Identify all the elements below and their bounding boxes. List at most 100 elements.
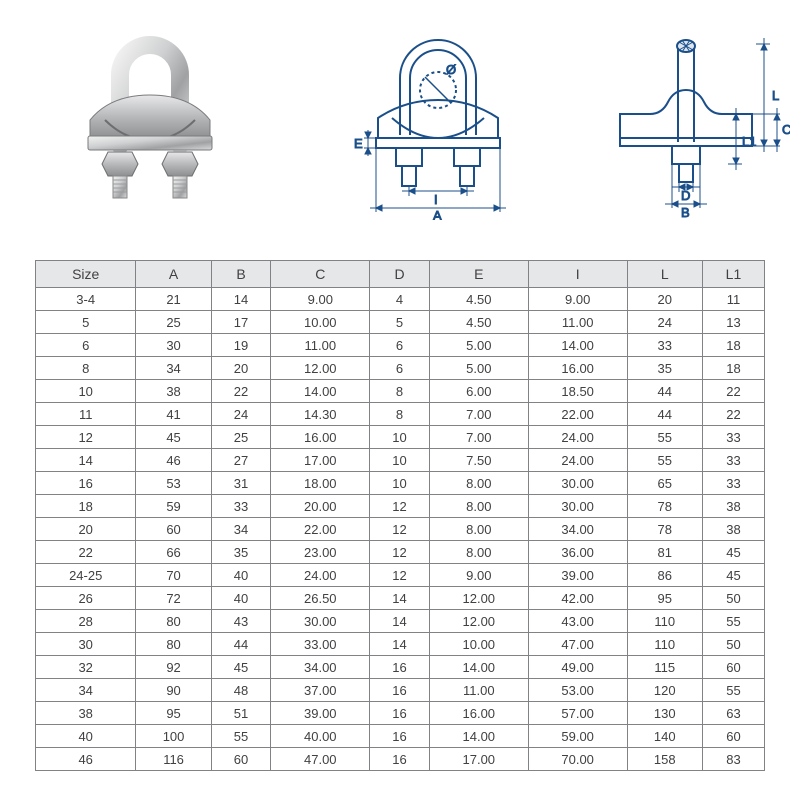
table-row: 32924534.001614.0049.0011560 xyxy=(36,656,765,679)
table-cell: 33 xyxy=(702,472,764,495)
table-cell: 11 xyxy=(36,403,136,426)
table-cell: 14.00 xyxy=(271,380,370,403)
table-row: 461166047.001617.0070.0015883 xyxy=(36,748,765,771)
table-cell: 70.00 xyxy=(528,748,627,771)
table-cell: 10.00 xyxy=(429,633,528,656)
col-header: B xyxy=(211,261,271,288)
table-cell: 14 xyxy=(370,610,430,633)
table-cell: 37.00 xyxy=(271,679,370,702)
table-cell: 8 xyxy=(36,357,136,380)
table-cell: 9.00 xyxy=(528,288,627,311)
table-cell: 11 xyxy=(702,288,764,311)
table-cell: 45 xyxy=(136,426,211,449)
table-cell: 33 xyxy=(702,426,764,449)
table-cell: 22.00 xyxy=(528,403,627,426)
table-cell: 5.00 xyxy=(429,334,528,357)
table-cell: 66 xyxy=(136,541,211,564)
table-cell: 8 xyxy=(370,380,430,403)
table-cell: 34.00 xyxy=(271,656,370,679)
table-cell: 22 xyxy=(702,380,764,403)
table-cell: 44 xyxy=(627,403,702,426)
col-header: A xyxy=(136,261,211,288)
table-cell: 63 xyxy=(702,702,764,725)
table-cell: 59.00 xyxy=(528,725,627,748)
table-cell: 11.00 xyxy=(528,311,627,334)
table-cell: 30 xyxy=(36,633,136,656)
table-cell: 43.00 xyxy=(528,610,627,633)
table-cell: 14 xyxy=(370,587,430,610)
table-cell: 40 xyxy=(211,564,271,587)
dim-I: I xyxy=(434,192,438,207)
col-header: Size xyxy=(36,261,136,288)
table-cell: 10 xyxy=(370,472,430,495)
table-cell: 5 xyxy=(36,311,136,334)
table-cell: 12 xyxy=(370,541,430,564)
table-cell: 6 xyxy=(370,334,430,357)
table-cell: 8 xyxy=(370,403,430,426)
table-cell: 14.00 xyxy=(429,725,528,748)
table-cell: 30 xyxy=(136,334,211,357)
table-cell: 10.00 xyxy=(271,311,370,334)
table-cell: 45 xyxy=(702,541,764,564)
table-cell: 16 xyxy=(370,656,430,679)
col-header: E xyxy=(429,261,528,288)
diagram-area: Ø E I A xyxy=(40,30,760,230)
table-cell: 55 xyxy=(702,610,764,633)
table-cell: 24 xyxy=(627,311,702,334)
front-diagram: Ø E I A xyxy=(330,30,550,220)
table-cell: 20 xyxy=(627,288,702,311)
table-row: 22663523.00128.0036.008145 xyxy=(36,541,765,564)
table-cell: 81 xyxy=(627,541,702,564)
table-cell: 7.00 xyxy=(429,426,528,449)
table-cell: 20 xyxy=(36,518,136,541)
table-cell: 65 xyxy=(627,472,702,495)
table-cell: 10 xyxy=(370,449,430,472)
table-cell: 50 xyxy=(702,633,764,656)
table-cell: 36.00 xyxy=(528,541,627,564)
table-cell: 24.00 xyxy=(528,426,627,449)
table-cell: 13 xyxy=(702,311,764,334)
table-cell: 4.50 xyxy=(429,311,528,334)
table-cell: 116 xyxy=(136,748,211,771)
table-cell: 6 xyxy=(370,357,430,380)
table-cell: 100 xyxy=(136,725,211,748)
table-cell: 110 xyxy=(627,633,702,656)
table-cell: 20 xyxy=(211,357,271,380)
table-cell: 60 xyxy=(211,748,271,771)
table-row: 8342012.0065.0016.003518 xyxy=(36,357,765,380)
table-cell: 44 xyxy=(627,380,702,403)
table-cell: 16.00 xyxy=(528,357,627,380)
table-cell: 45 xyxy=(211,656,271,679)
table-cell: 55 xyxy=(627,426,702,449)
table-cell: 22 xyxy=(702,403,764,426)
table-cell: 7.50 xyxy=(429,449,528,472)
table-cell: 10 xyxy=(370,426,430,449)
table-cell: 26 xyxy=(36,587,136,610)
table-cell: 14.30 xyxy=(271,403,370,426)
dim-A: A xyxy=(433,208,442,220)
table-cell: 95 xyxy=(627,587,702,610)
table-cell: 25 xyxy=(136,311,211,334)
col-header: L xyxy=(627,261,702,288)
table-row: 11412414.3087.0022.004422 xyxy=(36,403,765,426)
table-cell: 14 xyxy=(36,449,136,472)
table-cell: 14 xyxy=(370,633,430,656)
table-cell: 17 xyxy=(211,311,271,334)
table-cell: 7.00 xyxy=(429,403,528,426)
table-cell: 16 xyxy=(370,748,430,771)
table-cell: 130 xyxy=(627,702,702,725)
spec-table: SizeABCDEILL1 3-421149.0044.509.00201152… xyxy=(35,260,765,771)
table-cell: 16 xyxy=(370,679,430,702)
table-cell: 18.50 xyxy=(528,380,627,403)
table-cell: 6.00 xyxy=(429,380,528,403)
table-cell: 20.00 xyxy=(271,495,370,518)
table-cell: 38 xyxy=(36,702,136,725)
table-cell: 140 xyxy=(627,725,702,748)
table-cell: 55 xyxy=(627,449,702,472)
table-cell: 30.00 xyxy=(271,610,370,633)
table-cell: 39.00 xyxy=(271,702,370,725)
col-header: C xyxy=(271,261,370,288)
table-cell: 22 xyxy=(36,541,136,564)
table-cell: 60 xyxy=(136,518,211,541)
table-cell: 57.00 xyxy=(528,702,627,725)
